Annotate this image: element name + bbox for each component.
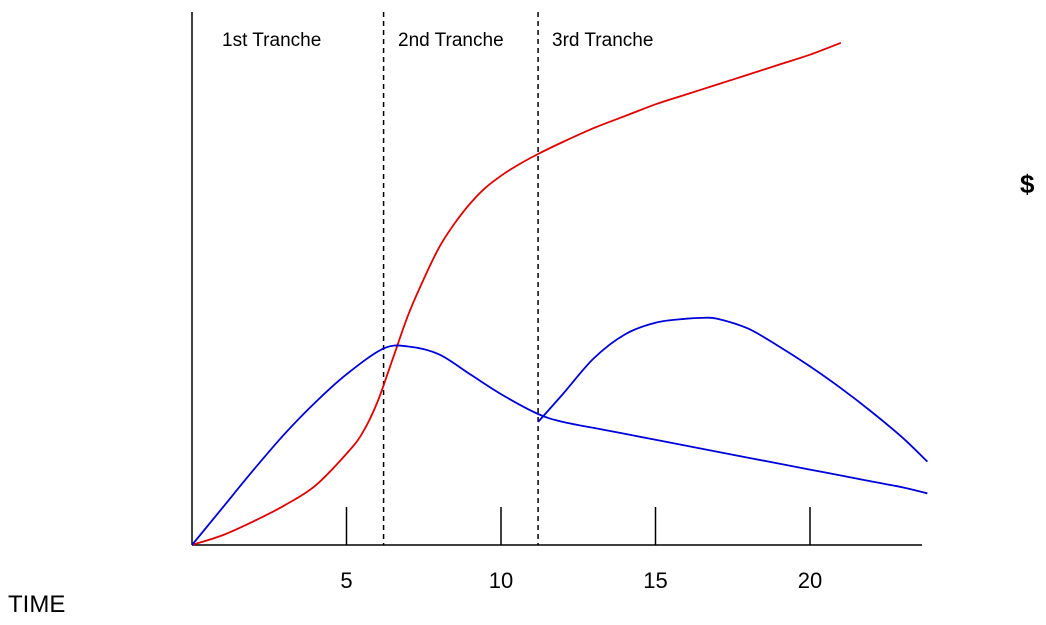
series-blue-line-2 <box>537 316 929 463</box>
tranche-label: 1st Tranche <box>222 30 321 51</box>
x-tick-label: 10 <box>489 568 513 593</box>
tranche-label: 3rd Tranche <box>552 30 653 51</box>
y-axis-label: $ <box>1020 169 1035 199</box>
x-axis-label: TIME <box>8 591 65 618</box>
series-red-line <box>191 41 842 546</box>
x-tick-label: 5 <box>340 568 352 593</box>
tranche-label: 2nd Tranche <box>398 30 504 51</box>
x-tick-label: 20 <box>798 568 822 593</box>
x-tick-label: 15 <box>643 568 667 593</box>
series-blue-line-1 <box>191 344 928 546</box>
